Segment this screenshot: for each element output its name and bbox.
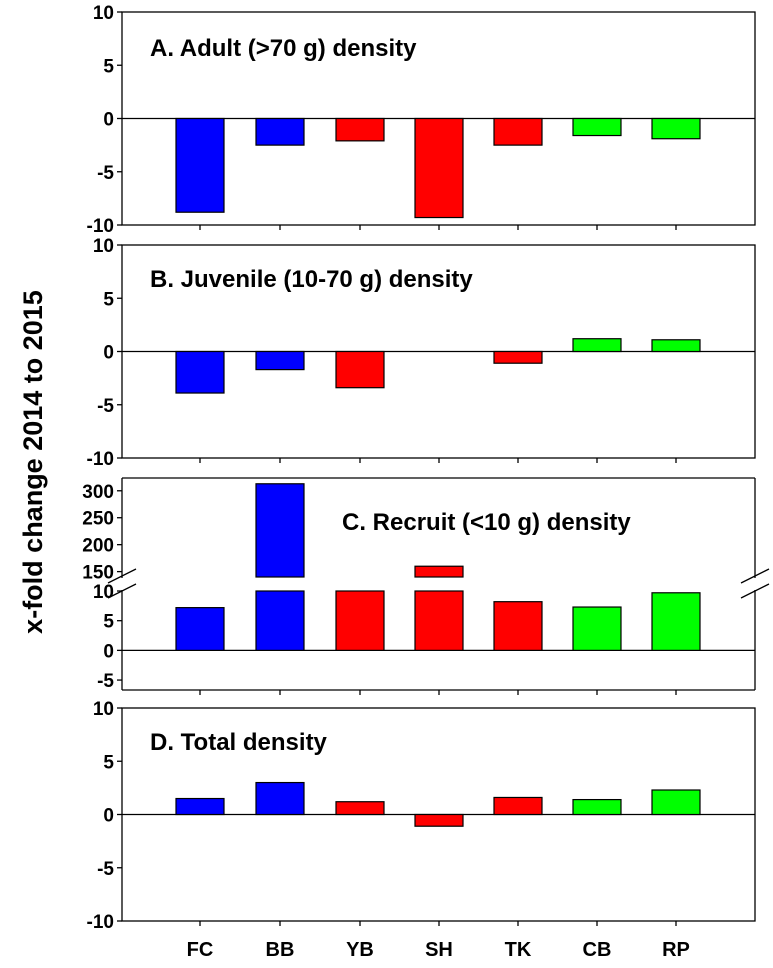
y-tick-label: -5 [97, 859, 114, 880]
y-tick-label: -10 [87, 216, 114, 237]
bar-bb [255, 117, 305, 146]
bar-bb [255, 781, 305, 816]
y-tick-label: 5 [103, 56, 114, 77]
bar-rp [651, 339, 701, 353]
x-tick-label: SH [425, 939, 453, 961]
bar-cb [572, 606, 622, 651]
bar-sh-lower [414, 590, 464, 651]
panel-title: B. Juvenile (10-70 g) density [150, 266, 473, 293]
panel-1 [121, 11, 756, 226]
axis-break-right [740, 568, 770, 584]
y-tick-label: 10 [93, 236, 114, 257]
panel-title: A. Adult (>70 g) density [150, 35, 417, 62]
y-tick-label: 5 [103, 289, 114, 310]
bar-bb [255, 350, 305, 371]
y-tick-label: 10 [93, 3, 114, 24]
x-tick-label: RP [662, 939, 690, 961]
y-tick-label: -5 [97, 396, 114, 417]
bar-cb [572, 117, 622, 137]
panel-title: C. Recruit (<10 g) density [342, 509, 631, 536]
panel-3 [107, 477, 770, 691]
y-tick-label: 0 [103, 641, 114, 662]
axis-break-right [740, 583, 770, 599]
x-tick-label: FC [187, 939, 214, 961]
y-tick-label: 5 [103, 612, 114, 633]
y-tick-label: 250 [82, 509, 114, 530]
panel-4 [121, 707, 756, 922]
x-tick-label: BB [266, 939, 295, 961]
bar-rp [651, 592, 701, 651]
y-tick-label: 5 [103, 752, 114, 773]
bar-cb [572, 798, 622, 816]
y-tick-label: -5 [97, 671, 114, 692]
y-tick-label: -10 [87, 449, 114, 470]
y-tick-label: 0 [103, 343, 114, 364]
y-tick-label: -5 [97, 163, 114, 184]
y-tick-label: 150 [82, 563, 114, 584]
bar-sh [414, 813, 464, 827]
bar-fc [175, 117, 225, 213]
bar-tk [493, 601, 543, 651]
y-tick-label: 200 [82, 536, 114, 557]
bar-bb-upper [255, 483, 305, 578]
x-tick-label: YB [346, 939, 374, 961]
bar-rp [651, 789, 701, 816]
axis-break-left [107, 568, 137, 584]
bar-fc [175, 607, 225, 651]
bar-tk [493, 350, 543, 364]
x-tick-label: TK [505, 939, 532, 961]
bar-fc [175, 350, 225, 394]
y-tick-label: 0 [103, 110, 114, 131]
y-tick-label: 10 [93, 582, 114, 603]
bar-sh [414, 117, 464, 219]
bar-tk [493, 117, 543, 146]
bar-cb [572, 338, 622, 353]
bar-yb [335, 350, 385, 389]
y-axis-label: x-fold change 2014 to 2015 [18, 290, 48, 634]
bar-yb [335, 801, 385, 816]
bar-yb [335, 117, 385, 142]
bar-bb-lower [255, 590, 305, 651]
bar-fc [175, 797, 225, 816]
x-tick-label: CB [583, 939, 612, 961]
y-tick-label: -10 [87, 912, 114, 933]
bar-rp [651, 117, 701, 140]
y-tick-label: 0 [103, 806, 114, 827]
y-tick-label: 10 [93, 699, 114, 720]
panel-title: D. Total density [150, 729, 328, 756]
bar-sh-upper [414, 565, 464, 578]
bar-yb [335, 590, 385, 651]
y-tick-label: 300 [82, 482, 114, 503]
bar-tk [493, 796, 543, 816]
